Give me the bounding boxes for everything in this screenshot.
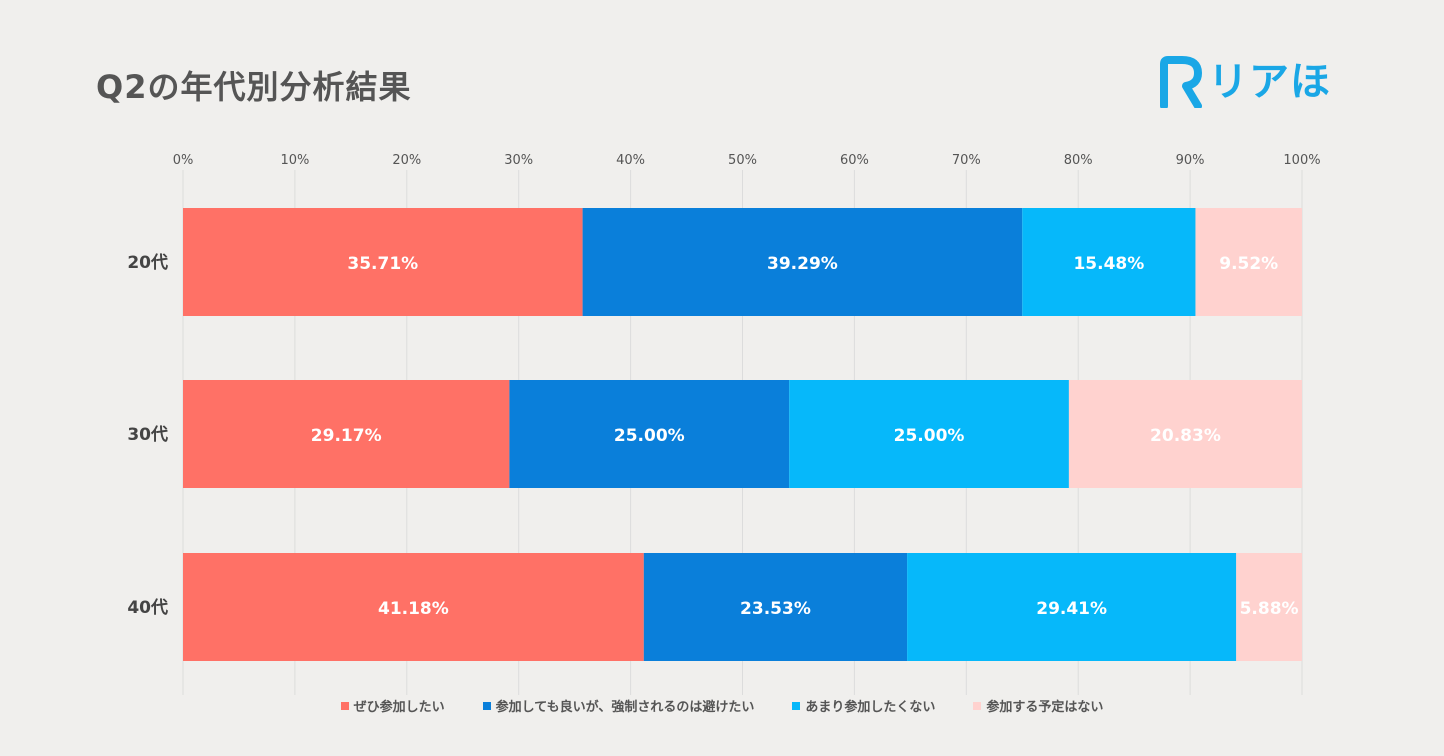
legend-item: ぜひ参加したい xyxy=(340,696,445,715)
legend-label: ぜひ参加したい xyxy=(353,700,445,715)
logo-r-icon xyxy=(1160,56,1202,108)
legend-label: あまり参加したくない xyxy=(805,700,936,715)
legend-label: 参加する予定はない xyxy=(986,700,1104,715)
x-tick-label: 10% xyxy=(280,153,309,168)
bar-segment xyxy=(582,208,1023,316)
data-label: 23.53% xyxy=(740,599,811,619)
bar-segment xyxy=(1022,208,1196,316)
x-tick-label: 100% xyxy=(1283,153,1320,168)
legend-swatch xyxy=(973,701,982,710)
data-label: 29.41% xyxy=(1036,599,1107,619)
legend-swatch xyxy=(340,701,349,710)
category-label: 30代 xyxy=(127,424,168,445)
x-tick-label: 20% xyxy=(392,153,421,168)
bar-segment xyxy=(907,553,1237,661)
data-label: 25.00% xyxy=(894,426,965,446)
data-label: 25.00% xyxy=(614,426,685,446)
bar-segment xyxy=(1068,380,1302,488)
x-tick-label: 40% xyxy=(616,153,645,168)
legend-label: 参加しても良いが、強制されるのは避けたい xyxy=(495,700,755,715)
bar-segment xyxy=(1236,553,1302,661)
legend-swatch xyxy=(792,701,801,710)
data-label: 15.48% xyxy=(1073,254,1144,274)
legend-swatch xyxy=(482,701,491,710)
bar-segment xyxy=(183,208,583,316)
data-label: 35.71% xyxy=(347,254,418,274)
legend-item: 参加しても良いが、強制されるのは避けたい xyxy=(482,696,755,715)
bar-segment xyxy=(509,380,790,488)
logo-text: リアほ xyxy=(1208,59,1331,105)
bar-segment xyxy=(789,380,1069,488)
bar-segment xyxy=(643,553,908,661)
data-label: 5.88% xyxy=(1240,599,1299,619)
logo: リアほ xyxy=(1158,54,1331,110)
data-label: 29.17% xyxy=(311,426,382,446)
x-tick-label: 60% xyxy=(840,153,869,168)
data-label: 20.83% xyxy=(1150,426,1221,446)
x-tick-label: 70% xyxy=(952,153,981,168)
x-tick-label: 80% xyxy=(1064,153,1093,168)
legend-item: あまり参加したくない xyxy=(792,696,935,715)
x-tick-label: 30% xyxy=(504,153,533,168)
category-label: 20代 xyxy=(127,252,168,273)
data-label: 9.52% xyxy=(1219,254,1278,274)
category-label: 40代 xyxy=(127,597,168,618)
legend-item: 参加する予定はない xyxy=(973,696,1103,715)
x-tick-label: 90% xyxy=(1176,153,1205,168)
bar-segment xyxy=(1195,208,1302,316)
x-tick-label: 50% xyxy=(728,153,757,168)
bar-segment xyxy=(183,553,644,661)
legend: ぜひ参加したい 参加しても良いが、強制されるのは避けたい あまり参加したくない 参加す… xyxy=(0,696,1444,715)
data-label: 41.18% xyxy=(378,599,449,619)
data-label: 39.29% xyxy=(767,254,838,274)
x-tick-label: 0% xyxy=(173,153,194,168)
page-title: Q2の年代別分析結果 xyxy=(96,68,412,106)
bar-segment xyxy=(183,380,510,488)
